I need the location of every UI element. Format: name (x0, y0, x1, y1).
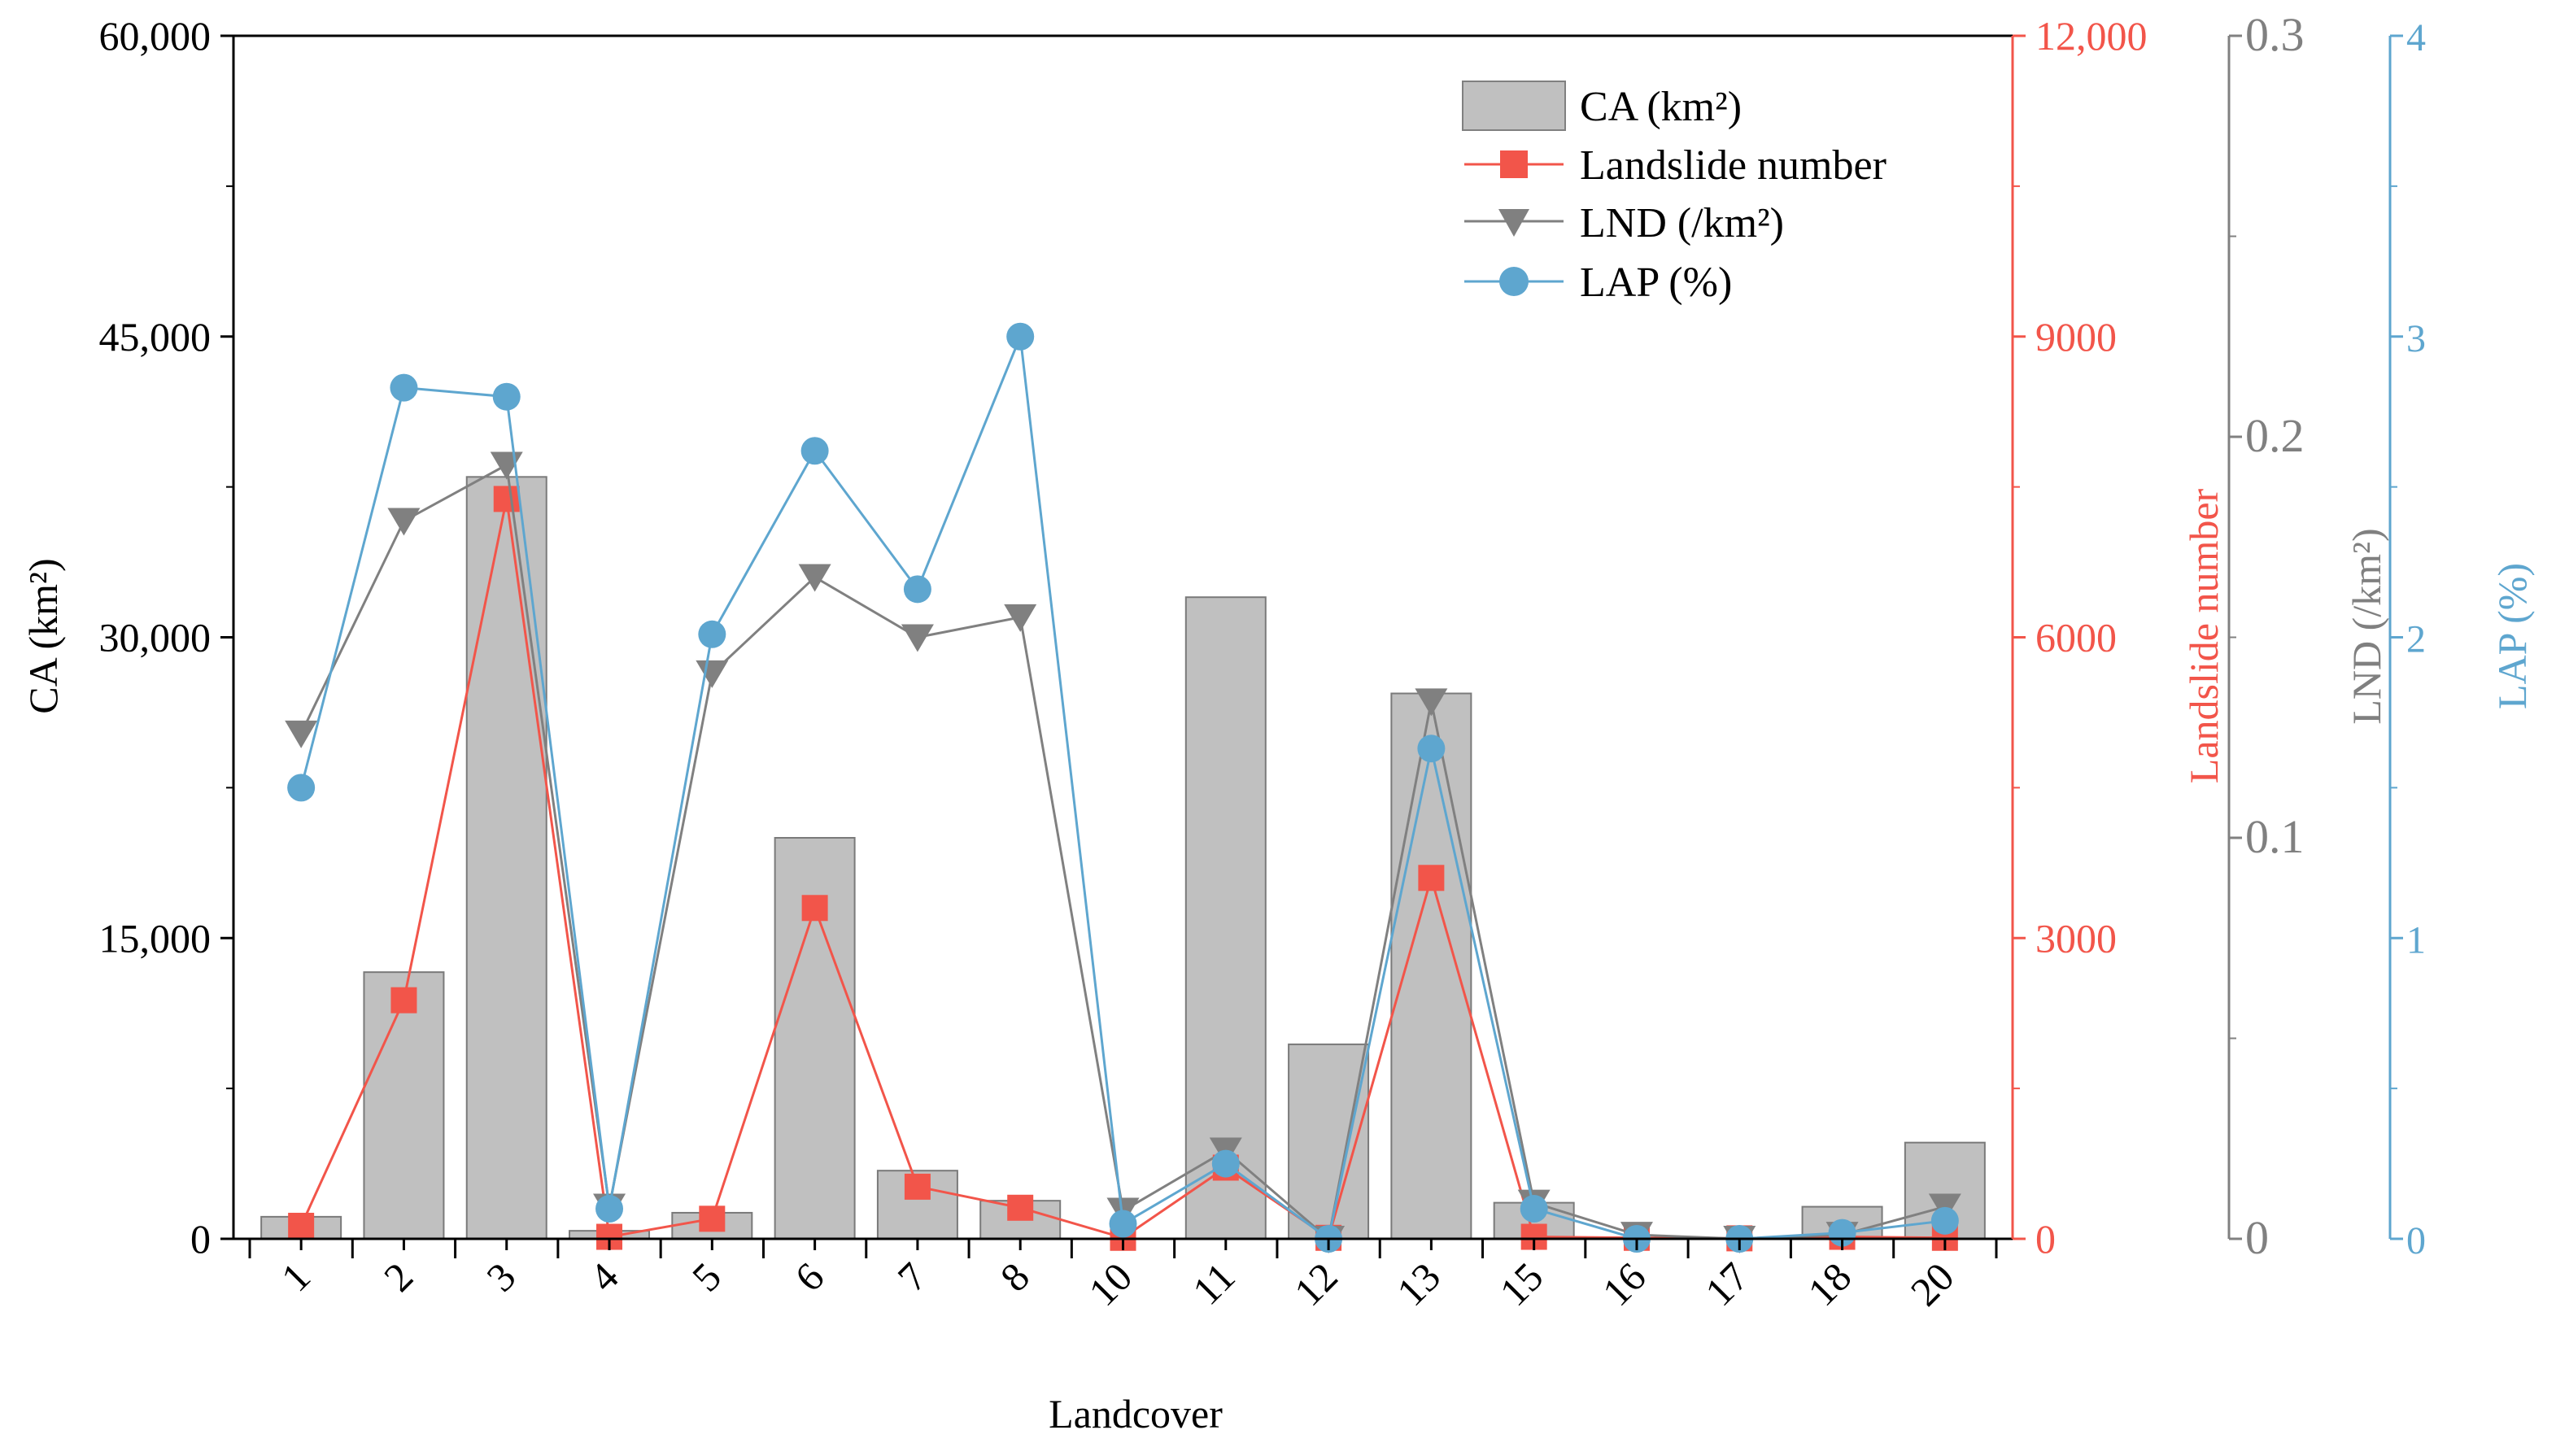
landslide-tick-label-2: 6000 (2035, 615, 2117, 660)
legend-label-lnd: LND (/km²) (1580, 200, 1784, 246)
x-tick-label-4: 4 (581, 1253, 627, 1300)
lnd-point-8 (1004, 604, 1037, 632)
lap-point-13 (1417, 735, 1446, 763)
lap-tick-label-0: 0 (2406, 1219, 2426, 1262)
legend: CA (km²) Landslide number LND (/km²) LAP… (1462, 81, 1886, 306)
x-tick-label-13: 13 (1388, 1253, 1449, 1314)
landslide-point-8 (1007, 1194, 1034, 1221)
x-tick-label-18: 18 (1799, 1253, 1860, 1314)
x-tick-label-8: 8 (992, 1253, 1038, 1300)
lnd-point-6 (798, 564, 831, 592)
legend-swatch-ca (1462, 81, 1566, 131)
series-lines (285, 322, 1961, 1253)
landslide-axis-title: Landslide number (2181, 488, 2227, 783)
x-tick-label-12: 12 (1285, 1253, 1346, 1314)
x-tick-label-20: 20 (1902, 1253, 1963, 1314)
x-tick-label-17: 17 (1696, 1253, 1757, 1314)
landslide-point-3 (493, 486, 520, 512)
ca-bar-13 (1390, 692, 1472, 1240)
landslide-tick-label-4: 12,000 (2035, 13, 2148, 59)
legend-marker-lnd (1498, 209, 1529, 237)
x-tick-label-6: 6 (786, 1253, 832, 1300)
lap-point-6 (800, 437, 829, 465)
landslide-line (299, 499, 1945, 1240)
landslide-point-1 (288, 1212, 315, 1239)
lap-point-5 (698, 620, 726, 648)
lap-tick-label-4: 4 (2406, 16, 2426, 59)
legend-marker-landslide (1500, 150, 1528, 178)
x-tick-label-5: 5 (683, 1253, 730, 1300)
ca-bar-11 (1184, 596, 1267, 1240)
lnd-tick-label-0: 0 (2245, 1211, 2269, 1264)
lap-point-1 (287, 774, 316, 802)
ca-tick-label-4: 60,000 (99, 13, 212, 59)
lap-axis-title: LAP (%) (2489, 563, 2535, 709)
landslide-point-6 (801, 895, 828, 922)
x-axis-title: Landcover (1049, 1391, 1223, 1436)
x-tick-label-1: 1 (273, 1253, 319, 1300)
lnd-tick-label-1: 0.1 (2245, 810, 2305, 863)
lap-tick-label-1: 1 (2406, 918, 2426, 961)
ca-tick-label-3: 45,000 (99, 314, 212, 360)
landslide-tick-label-0: 0 (2035, 1216, 2056, 1262)
legend-marker-lap (1499, 267, 1529, 296)
lap-point-2 (390, 373, 418, 402)
landslide-point-2 (390, 987, 417, 1014)
lnd-tick-label-3: 0.3 (2245, 8, 2305, 61)
landslide-point-13 (1418, 865, 1445, 891)
legend-label-ca: CA (km²) (1580, 84, 1742, 130)
lap-point-10 (1109, 1210, 1137, 1238)
x-tick-label-7: 7 (888, 1253, 935, 1300)
lnd-line (299, 463, 1946, 1241)
x-tick-label-15: 15 (1491, 1253, 1552, 1314)
ca-tick-label-1: 15,000 (99, 915, 212, 961)
landslide-tick-label-3: 9000 (2035, 314, 2117, 360)
lnd-point-2 (387, 508, 421, 536)
lnd-axis-title: LND (/km²) (2344, 528, 2389, 724)
lap-tick-label-2: 2 (2406, 618, 2426, 661)
landslide-point-5 (699, 1205, 726, 1232)
legend-label-lap: LAP (%) (1580, 259, 1732, 306)
x-tick-label-10: 10 (1080, 1253, 1141, 1314)
landslide-tick-label-1: 3000 (2035, 915, 2117, 961)
x-tick-label-2: 2 (375, 1253, 421, 1300)
lap-point-3 (492, 382, 521, 411)
ca-bar-2 (363, 971, 445, 1240)
lap-point-7 (903, 575, 931, 604)
lnd-point-13 (1415, 688, 1448, 717)
lnd-point-1 (285, 720, 318, 748)
legend-label-landslide: Landslide number (1580, 142, 1886, 189)
lap-tick-label-3: 3 (2406, 317, 2426, 360)
lap-point-15 (1520, 1195, 1548, 1223)
lap-point-8 (1006, 322, 1035, 351)
lnd-point-5 (696, 660, 729, 688)
ca-tick-label-2: 30,000 (99, 615, 212, 660)
ca-bar-3 (465, 476, 547, 1240)
x-tick-label-11: 11 (1184, 1253, 1244, 1314)
lap-point-11 (1211, 1149, 1240, 1178)
lnd-tick-label-2: 0.2 (2245, 409, 2305, 462)
lnd-point-7 (901, 624, 934, 652)
landslide-point-7 (904, 1173, 931, 1200)
ca-tick-label-0: 0 (190, 1216, 211, 1262)
x-tick-label-3: 3 (478, 1253, 524, 1300)
lap-point-20 (1930, 1206, 1959, 1235)
x-tick-label-16: 16 (1594, 1253, 1655, 1314)
ca-axis-title: CA (km²) (20, 558, 66, 713)
lnd-point-3 (490, 451, 523, 480)
lap-point-4 (595, 1195, 624, 1223)
